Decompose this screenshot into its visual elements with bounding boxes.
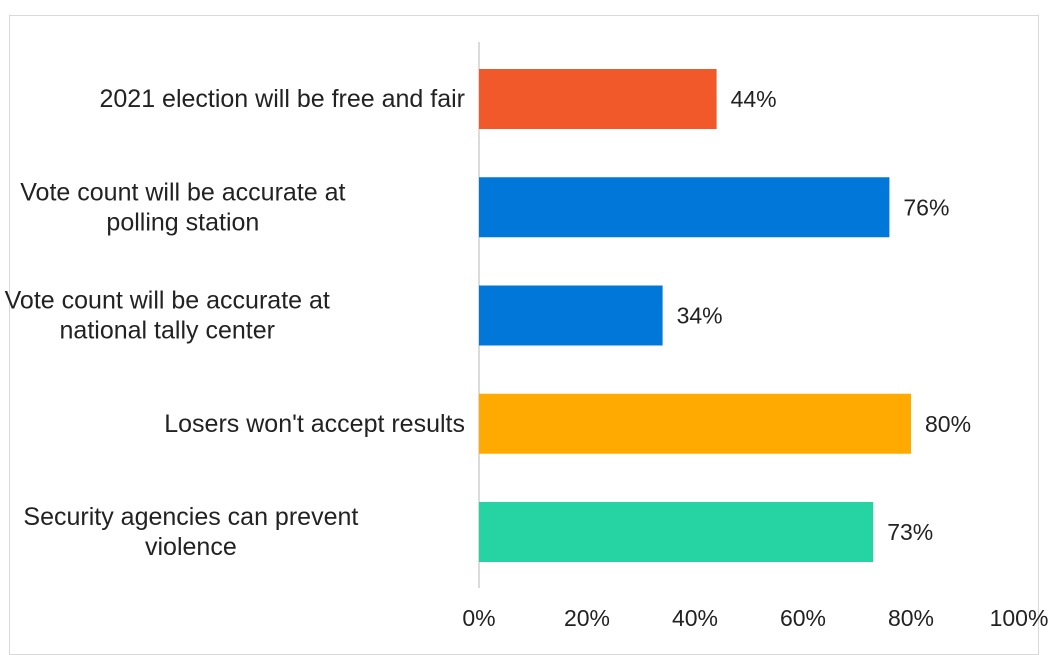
x-tick-label-60: 60% <box>780 605 826 631</box>
x-tick-labels-group: 0% 20% 40% 60% 80% 100% <box>462 605 1048 631</box>
x-tick-label-20: 20% <box>564 605 610 631</box>
value-label-4: 80% <box>925 411 971 437</box>
x-tick-label-100: 100% <box>990 605 1049 631</box>
bar-1 <box>479 69 717 129</box>
bars-group <box>479 69 911 562</box>
bar-3 <box>479 285 663 346</box>
category-labels-group: 2021 election will be free and fair Vote … <box>5 85 465 561</box>
value-label-1: 44% <box>731 86 777 112</box>
bar-4 <box>479 393 911 454</box>
category-label-2: Vote count will be accurate at polling st… <box>20 178 345 236</box>
category-label-3: Vote count will be accurate at national t… <box>5 287 330 345</box>
x-tick-label-0: 0% <box>462 605 495 631</box>
category-label-1: 2021 election will be free and fair <box>99 85 465 113</box>
bar-5 <box>479 502 874 562</box>
x-tick-label-80: 80% <box>888 605 934 631</box>
category-label-5: Security agencies can prevent violence <box>23 503 358 561</box>
value-labels-group: 44% 76% 34% 80% 73% <box>677 86 971 545</box>
value-label-5: 73% <box>887 519 933 545</box>
x-tick-label-40: 40% <box>672 605 718 631</box>
value-label-2: 76% <box>903 194 949 220</box>
bar-2 <box>479 177 890 238</box>
value-label-3: 34% <box>677 303 723 329</box>
category-label-4: Losers won't accept results <box>164 410 465 438</box>
